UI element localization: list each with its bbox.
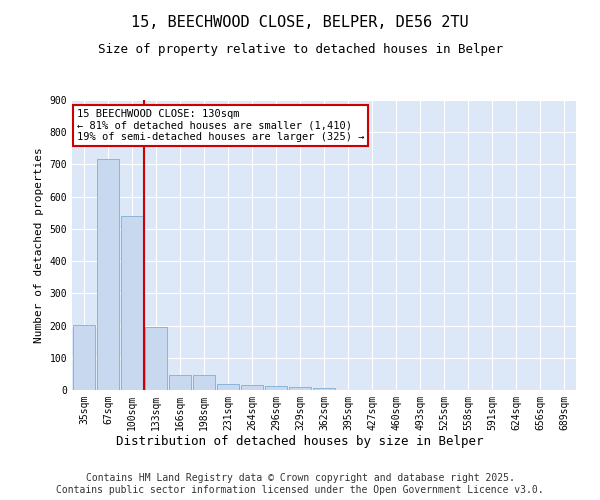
Bar bbox=[73, 324, 95, 390]
Bar bbox=[313, 388, 335, 390]
Bar bbox=[121, 216, 143, 390]
Bar bbox=[265, 386, 287, 390]
Bar bbox=[289, 388, 311, 390]
Text: 15 BEECHWOOD CLOSE: 130sqm
← 81% of detached houses are smaller (1,410)
19% of s: 15 BEECHWOOD CLOSE: 130sqm ← 81% of deta… bbox=[77, 108, 365, 142]
Text: 15, BEECHWOOD CLOSE, BELPER, DE56 2TU: 15, BEECHWOOD CLOSE, BELPER, DE56 2TU bbox=[131, 15, 469, 30]
Text: Size of property relative to detached houses in Belper: Size of property relative to detached ho… bbox=[97, 42, 503, 56]
Bar bbox=[193, 375, 215, 390]
Bar bbox=[169, 374, 191, 390]
Text: Distribution of detached houses by size in Belper: Distribution of detached houses by size … bbox=[116, 435, 484, 448]
Bar bbox=[145, 327, 167, 390]
Bar bbox=[241, 385, 263, 390]
Y-axis label: Number of detached properties: Number of detached properties bbox=[34, 147, 44, 343]
Bar bbox=[97, 159, 119, 390]
Text: Contains HM Land Registry data © Crown copyright and database right 2025.
Contai: Contains HM Land Registry data © Crown c… bbox=[56, 474, 544, 495]
Bar bbox=[217, 384, 239, 390]
